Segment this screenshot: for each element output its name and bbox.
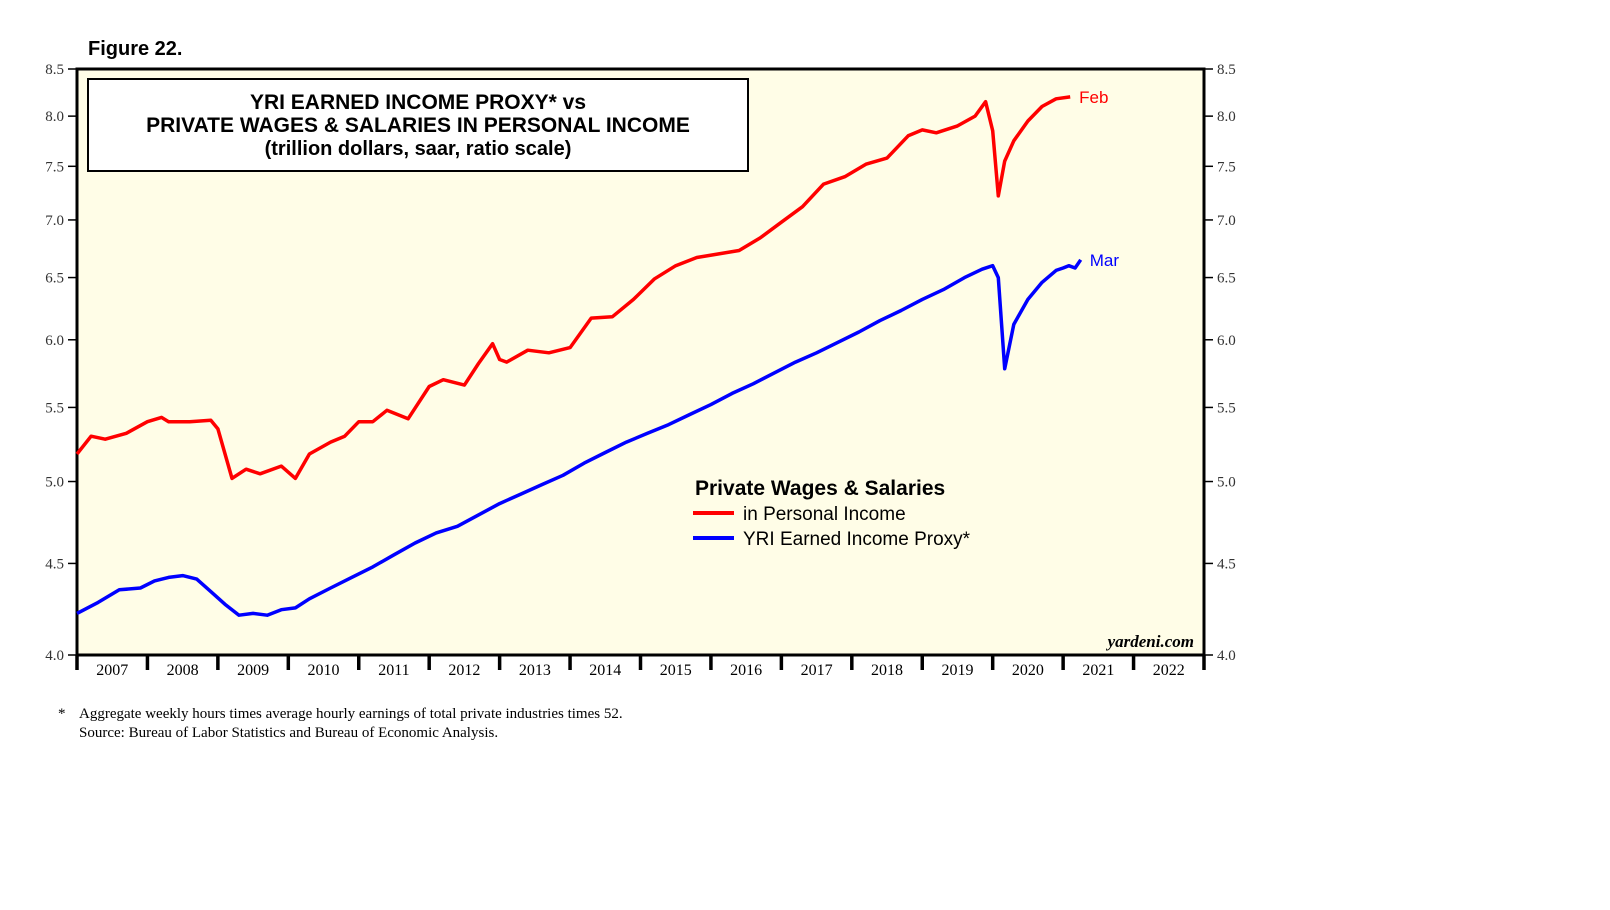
footnote-line1: Aggregate weekly hours times average hou…	[79, 706, 623, 722]
y-tick-label-left: 4.0	[45, 648, 64, 664]
chart-subtitle: (trillion dollars, saar, ratio scale)	[265, 138, 572, 160]
y-tick-label-left: 4.5	[45, 556, 64, 572]
series-layer: Feb Mar	[75, 88, 1120, 617]
y-tick-label-right: 4.0	[1217, 648, 1236, 664]
y-tick-label-right: 8.5	[1217, 62, 1236, 78]
y-tick-label-left: 7.0	[45, 213, 64, 229]
y-tick-label-right: 7.5	[1217, 159, 1236, 175]
title-box: YRI EARNED INCOME PROXY* vs PRIVATE WAGE…	[87, 78, 749, 172]
y-axis-right: 4.0 4.5 5.0 5.5 6.0 6.5 7.0 7.5 8.0 8.5	[1204, 62, 1236, 664]
y-axis-left: 4.0 4.5 5.0 5.5 6.0 6.5 7.0 7.5 8.0 8.5	[45, 62, 77, 664]
x-tick-label: 2008	[167, 662, 199, 679]
x-tick-label: 2019	[941, 662, 973, 679]
y-tick-label-right: 4.5	[1217, 556, 1236, 572]
y-tick-label-right: 5.5	[1217, 400, 1236, 416]
chart-title-line2: PRIVATE WAGES & SALARIES IN PERSONAL INC…	[146, 114, 690, 137]
x-tick-label: 2015	[660, 662, 692, 679]
x-axis: 2007 2008 2009 2010 2011 2012 2013 2014 2015 2016…	[75, 655, 1206, 679]
y-tick-label-left: 6.5	[45, 271, 64, 287]
legend-label-blue: YRI Earned Income Proxy*	[743, 529, 971, 550]
series-end-label: Mar	[1090, 251, 1120, 270]
legend: Private Wages & Salaries in Personal Inc…	[693, 477, 971, 550]
x-tick-label: 2009	[237, 662, 269, 679]
legend-title: Private Wages & Salaries	[695, 477, 945, 500]
x-tick-label: 2020	[1012, 662, 1044, 679]
x-tick-label: 2022	[1153, 662, 1185, 679]
x-tick-label: 2007	[96, 662, 128, 679]
y-tick-label-right: 8.0	[1217, 109, 1236, 125]
y-tick-label-left: 7.5	[45, 159, 64, 175]
x-tick-label: 2017	[801, 662, 833, 679]
y-tick-label-right: 6.0	[1217, 333, 1236, 349]
x-tick-label: 2013	[519, 662, 551, 679]
footnote-marker: *	[58, 706, 66, 722]
y-tick-label-right: 6.5	[1217, 271, 1236, 287]
y-tick-label-left: 5.0	[45, 475, 64, 491]
series-end-label: Feb	[1079, 88, 1108, 107]
y-tick-label-left: 6.0	[45, 333, 64, 349]
chart-title: YRI EARNED INCOME PROXY* vs	[250, 91, 586, 114]
series-line-wages-salaries	[75, 95, 1071, 481]
x-tick-label: 2014	[589, 662, 621, 679]
series-line-earned-income-proxy	[76, 258, 1083, 617]
y-tick-label-right: 7.0	[1217, 213, 1236, 229]
y-tick-label-left: 5.5	[45, 400, 64, 416]
x-tick-label: 2021	[1082, 662, 1114, 679]
y-tick-label-right: 5.0	[1217, 475, 1236, 491]
x-tick-label: 2012	[448, 662, 480, 679]
y-tick-label-left: 8.0	[45, 109, 64, 125]
footnote-line2: Source: Bureau of Labor Statistics and B…	[79, 725, 498, 741]
x-tick-label: 2010	[308, 662, 340, 679]
legend-label-red: in Personal Income	[743, 504, 906, 525]
x-tick-label: 2016	[730, 662, 762, 679]
y-tick-label-left: 8.5	[45, 62, 64, 78]
watermark: yardeni.com	[1106, 632, 1194, 651]
figure-label: Figure 22.	[88, 38, 182, 60]
x-tick-label: 2011	[378, 662, 409, 679]
x-tick-label: 2018	[871, 662, 903, 679]
title-box-frame	[87, 78, 749, 172]
